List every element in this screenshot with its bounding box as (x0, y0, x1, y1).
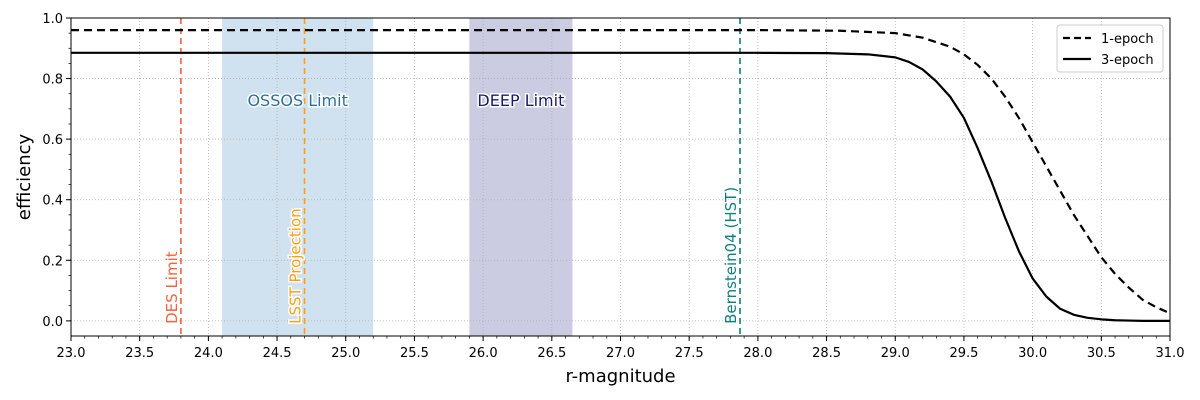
x-tick-label-14: 30.0 (1018, 346, 1047, 361)
x-tick-label-6: 26.0 (469, 346, 498, 361)
x-tick-label-9: 27.5 (675, 346, 704, 361)
x-tick-label-5: 25.5 (400, 346, 429, 361)
x-tick-label-3: 24.5 (263, 346, 292, 361)
x-tick-label-16: 31.0 (1156, 346, 1185, 361)
x-tick-label-2: 24.0 (194, 346, 223, 361)
legend-label-0: 1-epoch (1101, 32, 1154, 47)
y-tick-label-5: 1.0 (42, 12, 63, 27)
series-line-0 (71, 29, 1171, 315)
y-tick-label-3: 0.6 (42, 133, 63, 148)
x-tick-label-4: 25.0 (331, 346, 360, 361)
legend-box (1056, 24, 1164, 73)
y-tick-label-4: 0.8 (42, 73, 63, 88)
x-tick-label-8: 27.0 (606, 346, 635, 361)
region-label-0: OSSOS Limit (247, 91, 347, 110)
x-tick-label-13: 29.5 (949, 346, 978, 361)
ticks: 23.0 23.5 24.0 24.5 25.0 25.5 26.0 26.5 27.0 27.5… (42, 12, 1184, 361)
grid-lines (70, 17, 1171, 336)
vline-label-1: LSST Projection (287, 208, 305, 324)
x-tick-label-10: 28.0 (743, 346, 772, 361)
legend-label-1: 3-epoch (1101, 53, 1154, 68)
x-tick-label-1: 23.5 (125, 346, 154, 361)
vline-label-2: Bernstein04 (HST) (722, 187, 740, 324)
region-band-1 (469, 18, 573, 336)
y-tick-label-1: 0.2 (42, 254, 63, 269)
region-label-1: DEEP Limit (477, 91, 564, 110)
x-tick-label-15: 30.5 (1087, 346, 1116, 361)
y-axis-title: efficiency (14, 133, 35, 220)
y-tick-label-0: 0.0 (42, 315, 63, 330)
region-band-0 (222, 18, 374, 336)
legend: 1-epoch 3-epoch (1056, 24, 1164, 73)
x-axis-title: r-magnitude (565, 366, 675, 387)
x-tick-label-12: 29.0 (881, 346, 910, 361)
series-lines (71, 29, 1171, 322)
x-tick-label-7: 26.5 (537, 346, 566, 361)
y-tick-label-2: 0.4 (42, 194, 63, 209)
x-tick-label-0: 23.0 (57, 346, 86, 361)
vertical-limit-lines: DES Limit LSST Projection Bernstein04 (HST… (161, 18, 742, 336)
region-labels: OSSOS Limit DEEP Limit (246, 89, 566, 111)
shaded-regions (222, 18, 573, 336)
series-line-1 (71, 51, 1170, 322)
vline-label-0: DES Limit (163, 251, 181, 324)
x-tick-label-11: 28.5 (812, 346, 841, 361)
